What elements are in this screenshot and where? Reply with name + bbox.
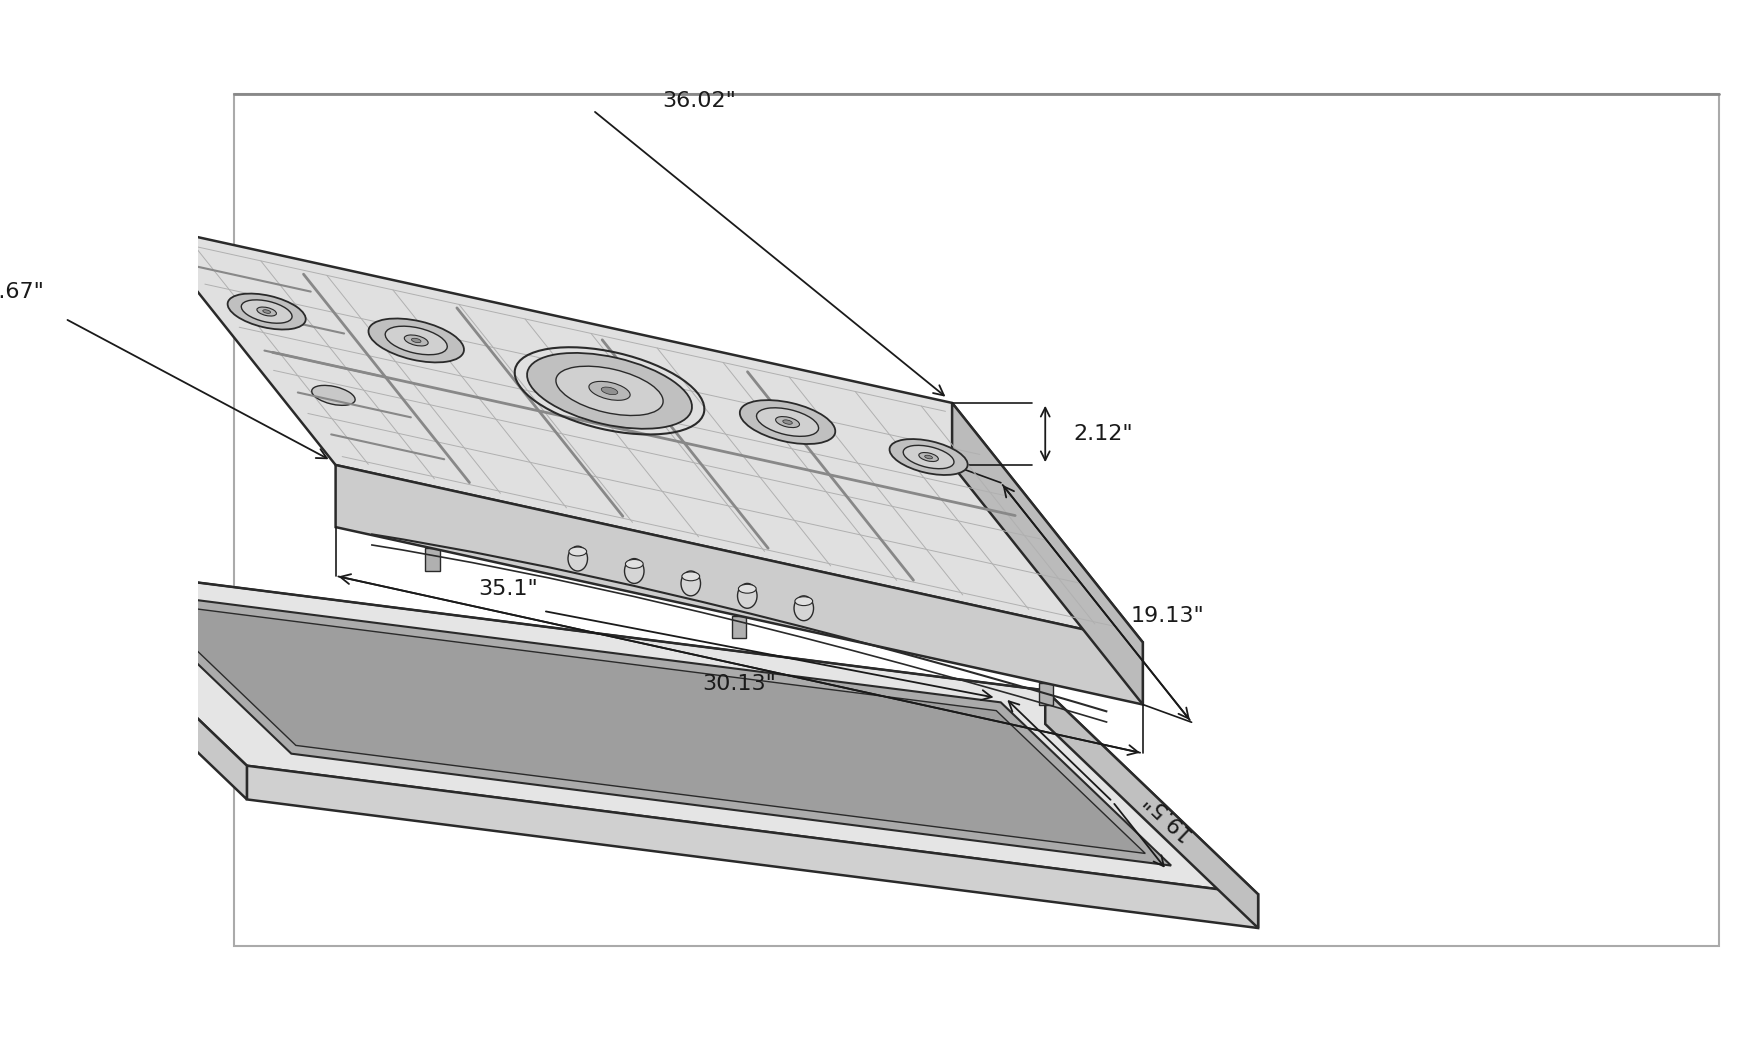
Ellipse shape <box>368 318 465 362</box>
Ellipse shape <box>412 338 421 342</box>
Polygon shape <box>33 562 1045 691</box>
Ellipse shape <box>228 293 305 330</box>
Polygon shape <box>335 465 1144 704</box>
Ellipse shape <box>568 546 588 571</box>
Ellipse shape <box>740 400 835 444</box>
Ellipse shape <box>624 558 644 583</box>
Ellipse shape <box>775 417 800 427</box>
Text: 35.1": 35.1" <box>477 578 537 599</box>
Polygon shape <box>146 226 1144 643</box>
Text: 36.02": 36.02" <box>663 92 737 111</box>
Polygon shape <box>247 765 1258 928</box>
Polygon shape <box>1045 691 1258 928</box>
Ellipse shape <box>312 386 354 406</box>
Ellipse shape <box>626 560 644 568</box>
Ellipse shape <box>263 310 270 313</box>
Ellipse shape <box>782 420 793 424</box>
Text: 30.13": 30.13" <box>702 674 775 694</box>
Ellipse shape <box>589 382 630 400</box>
Polygon shape <box>33 562 1258 894</box>
Ellipse shape <box>795 597 812 605</box>
Ellipse shape <box>568 547 586 556</box>
Text: 19.5": 19.5" <box>1137 787 1194 842</box>
Ellipse shape <box>242 300 293 323</box>
Ellipse shape <box>256 307 277 316</box>
Ellipse shape <box>682 572 700 580</box>
Ellipse shape <box>681 571 700 596</box>
Polygon shape <box>426 548 440 571</box>
Polygon shape <box>33 562 247 800</box>
Ellipse shape <box>602 387 617 394</box>
Ellipse shape <box>526 353 693 428</box>
Ellipse shape <box>903 445 954 469</box>
Polygon shape <box>952 402 1144 704</box>
Ellipse shape <box>795 596 814 621</box>
Ellipse shape <box>403 335 428 346</box>
Polygon shape <box>147 602 1145 854</box>
Ellipse shape <box>756 408 819 437</box>
Ellipse shape <box>919 452 938 462</box>
Polygon shape <box>1038 683 1052 705</box>
Polygon shape <box>731 616 745 638</box>
Ellipse shape <box>386 327 447 355</box>
Text: 20.67": 20.67" <box>0 282 44 302</box>
Ellipse shape <box>889 439 968 475</box>
Ellipse shape <box>738 584 756 593</box>
Ellipse shape <box>556 366 663 416</box>
Text: 2.12": 2.12" <box>1073 424 1133 444</box>
Ellipse shape <box>737 583 758 608</box>
Ellipse shape <box>924 456 933 459</box>
Polygon shape <box>121 591 1172 865</box>
Text: 19.13": 19.13" <box>1130 606 1203 626</box>
